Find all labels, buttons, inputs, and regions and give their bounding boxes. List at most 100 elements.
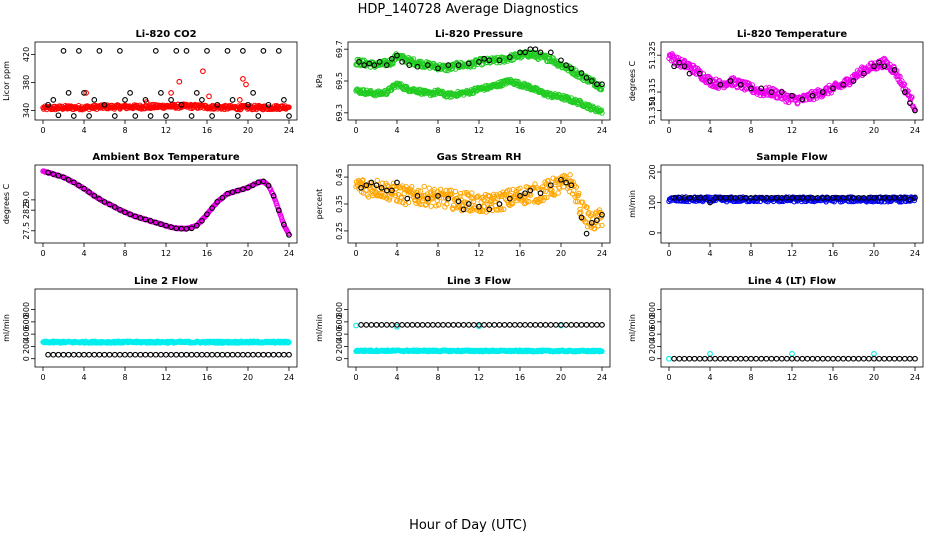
data-point [83, 90, 89, 96]
data-point [419, 322, 426, 328]
y-tick-label: 400 [22, 326, 31, 341]
data-point [789, 350, 795, 357]
data-point [830, 355, 836, 362]
data-point [368, 322, 375, 328]
data-point [799, 96, 806, 103]
x-tick-label: 16 [515, 249, 525, 258]
data-point [558, 176, 564, 183]
data-point [789, 355, 795, 362]
data-point [373, 182, 380, 189]
panel-title: Line 2 Flow [134, 276, 198, 287]
data-point [383, 62, 390, 68]
data-point [666, 355, 672, 362]
x-tick-label: 4 [394, 126, 399, 135]
data-point [481, 197, 487, 203]
data-point [563, 322, 569, 328]
x-axis: 0 4 8 12 16 20 24 [40, 243, 294, 258]
data-point [199, 218, 205, 224]
data-point [527, 187, 534, 194]
data-point [286, 104, 292, 110]
data-point [912, 355, 918, 362]
data-point [486, 322, 493, 328]
data-point [681, 355, 688, 362]
data-point [275, 351, 282, 358]
y-tick-label: 51.325 [648, 41, 657, 69]
x-tick-label: 12 [474, 373, 484, 382]
data-point [584, 204, 590, 211]
data-point [686, 355, 693, 362]
x-tick-label: 12 [161, 126, 171, 135]
data-point [700, 71, 707, 77]
data-point [758, 355, 765, 362]
data-point [578, 209, 584, 215]
data-point [209, 113, 215, 119]
data-point [465, 322, 472, 328]
data-point [568, 65, 575, 72]
data-point [712, 195, 718, 201]
data-point [599, 348, 605, 354]
data-point [599, 81, 605, 88]
x-tick-label: 20 [556, 249, 566, 258]
x-tick-label: 16 [515, 126, 525, 135]
data-point [250, 90, 256, 96]
data-point [286, 351, 292, 358]
data-point [70, 351, 77, 358]
data-point [707, 355, 713, 362]
data-point [905, 88, 911, 94]
data-point [840, 355, 847, 362]
x-tick-label: 0 [40, 249, 45, 258]
data-point [260, 48, 267, 54]
data-point [204, 351, 210, 358]
x-tick-label: 24 [597, 126, 607, 135]
data-point [270, 192, 277, 199]
data-point [789, 92, 795, 99]
y-tick-label: 200 [648, 339, 657, 354]
data-point [527, 192, 534, 198]
data-point [901, 355, 908, 362]
y-tick-label: 200 [648, 164, 657, 179]
data-point [599, 322, 605, 328]
data-point [368, 179, 375, 186]
data-point [901, 81, 908, 87]
data-point [50, 171, 57, 177]
data-point [568, 182, 575, 189]
series-ambient-average [45, 169, 292, 238]
chart-panel-9: Line 4 (LT) Flow 0 4 8 12 16 20 24 0 200400600800… [628, 276, 924, 382]
series-pressure-average [356, 46, 605, 88]
data-point [55, 112, 62, 119]
x-tick-label: 0 [666, 126, 671, 135]
data-point [912, 107, 918, 114]
data-point [394, 179, 400, 186]
data-point [250, 182, 256, 188]
x-tick-label: 0 [40, 373, 45, 382]
data-point [219, 194, 226, 201]
x-tick-label: 4 [707, 126, 712, 135]
data-point [558, 57, 564, 64]
data-point [445, 195, 452, 202]
data-point [588, 322, 595, 328]
data-point [578, 214, 585, 221]
figure-title: HDP_140728 Average Diagnostics [357, 2, 579, 17]
x-tick-label: 8 [122, 249, 127, 258]
data-point [176, 78, 183, 85]
data-point [496, 201, 503, 207]
y-tick-label: 0 [648, 230, 657, 235]
data-point [168, 224, 174, 230]
data-point [245, 101, 251, 108]
data-point [671, 195, 677, 201]
data-point [748, 85, 754, 92]
data-point [573, 184, 579, 190]
data-point [691, 355, 698, 362]
data-point [199, 351, 205, 358]
data-point [578, 322, 585, 328]
data-point [137, 215, 144, 221]
chart-panel-1: Li-820 CO2 0 4 8 12 16 20 24 340 380 420 Licor ppm [2, 29, 298, 135]
data-point [452, 188, 459, 195]
data-point [522, 322, 528, 328]
data-point [676, 59, 683, 66]
y-tick-label: 200 [22, 339, 31, 354]
x-tick-label: 16 [515, 373, 525, 382]
